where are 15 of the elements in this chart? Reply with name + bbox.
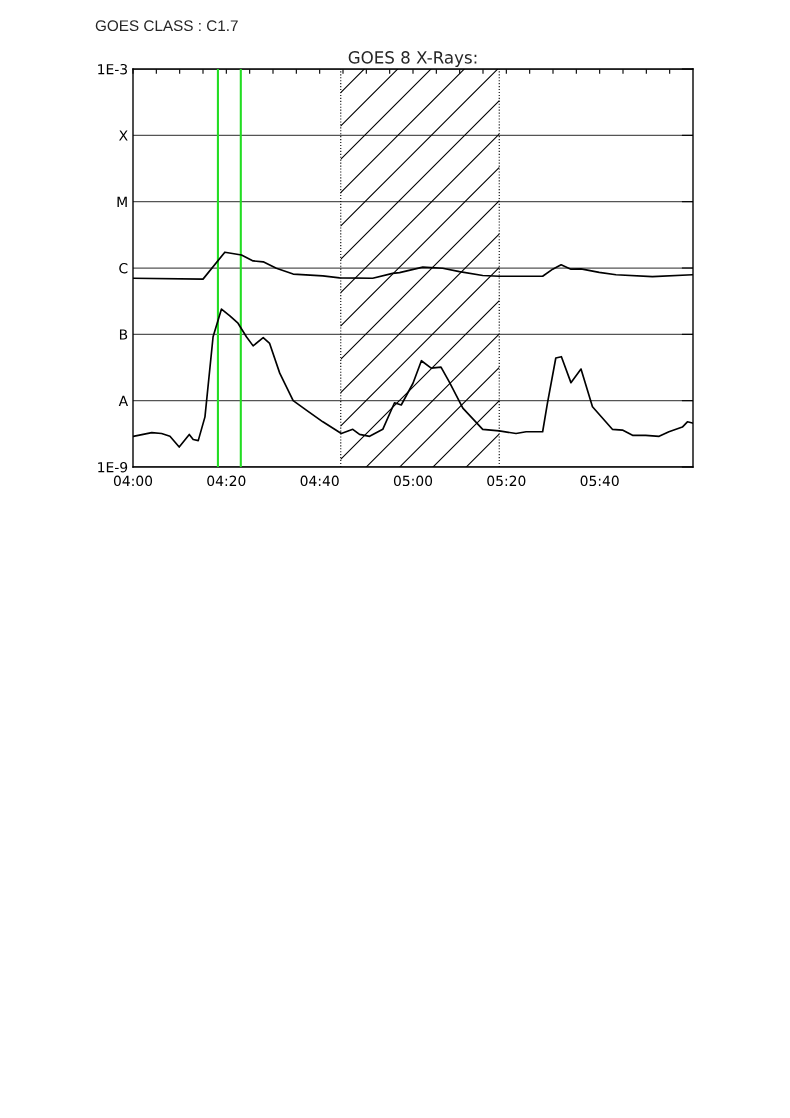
x-tick-label: 04:20 — [207, 475, 246, 487]
x-tick-label: 04:40 — [300, 475, 339, 487]
text: GOES CLASS : C1.7 — [95, 20, 238, 32]
y-tick-label: M — [117, 196, 127, 207]
x-tick-label: 05:40 — [580, 475, 619, 487]
y-tick-label: C — [119, 262, 128, 274]
y-tick-label: 1E-9 — [98, 461, 128, 473]
x-tick-label: 05:00 — [393, 475, 433, 487]
y-tick-label: A — [118, 395, 129, 406]
y-tick-label: B — [119, 329, 128, 340]
x-tick-label: 04:00 — [113, 475, 153, 487]
x-tick-label: 05:20 — [487, 475, 526, 487]
y-tick-label: 1E-3 — [98, 63, 128, 75]
chart-title: GOES 8 X-Rays: — [348, 51, 477, 67]
y-tick-label: X — [119, 130, 128, 141]
